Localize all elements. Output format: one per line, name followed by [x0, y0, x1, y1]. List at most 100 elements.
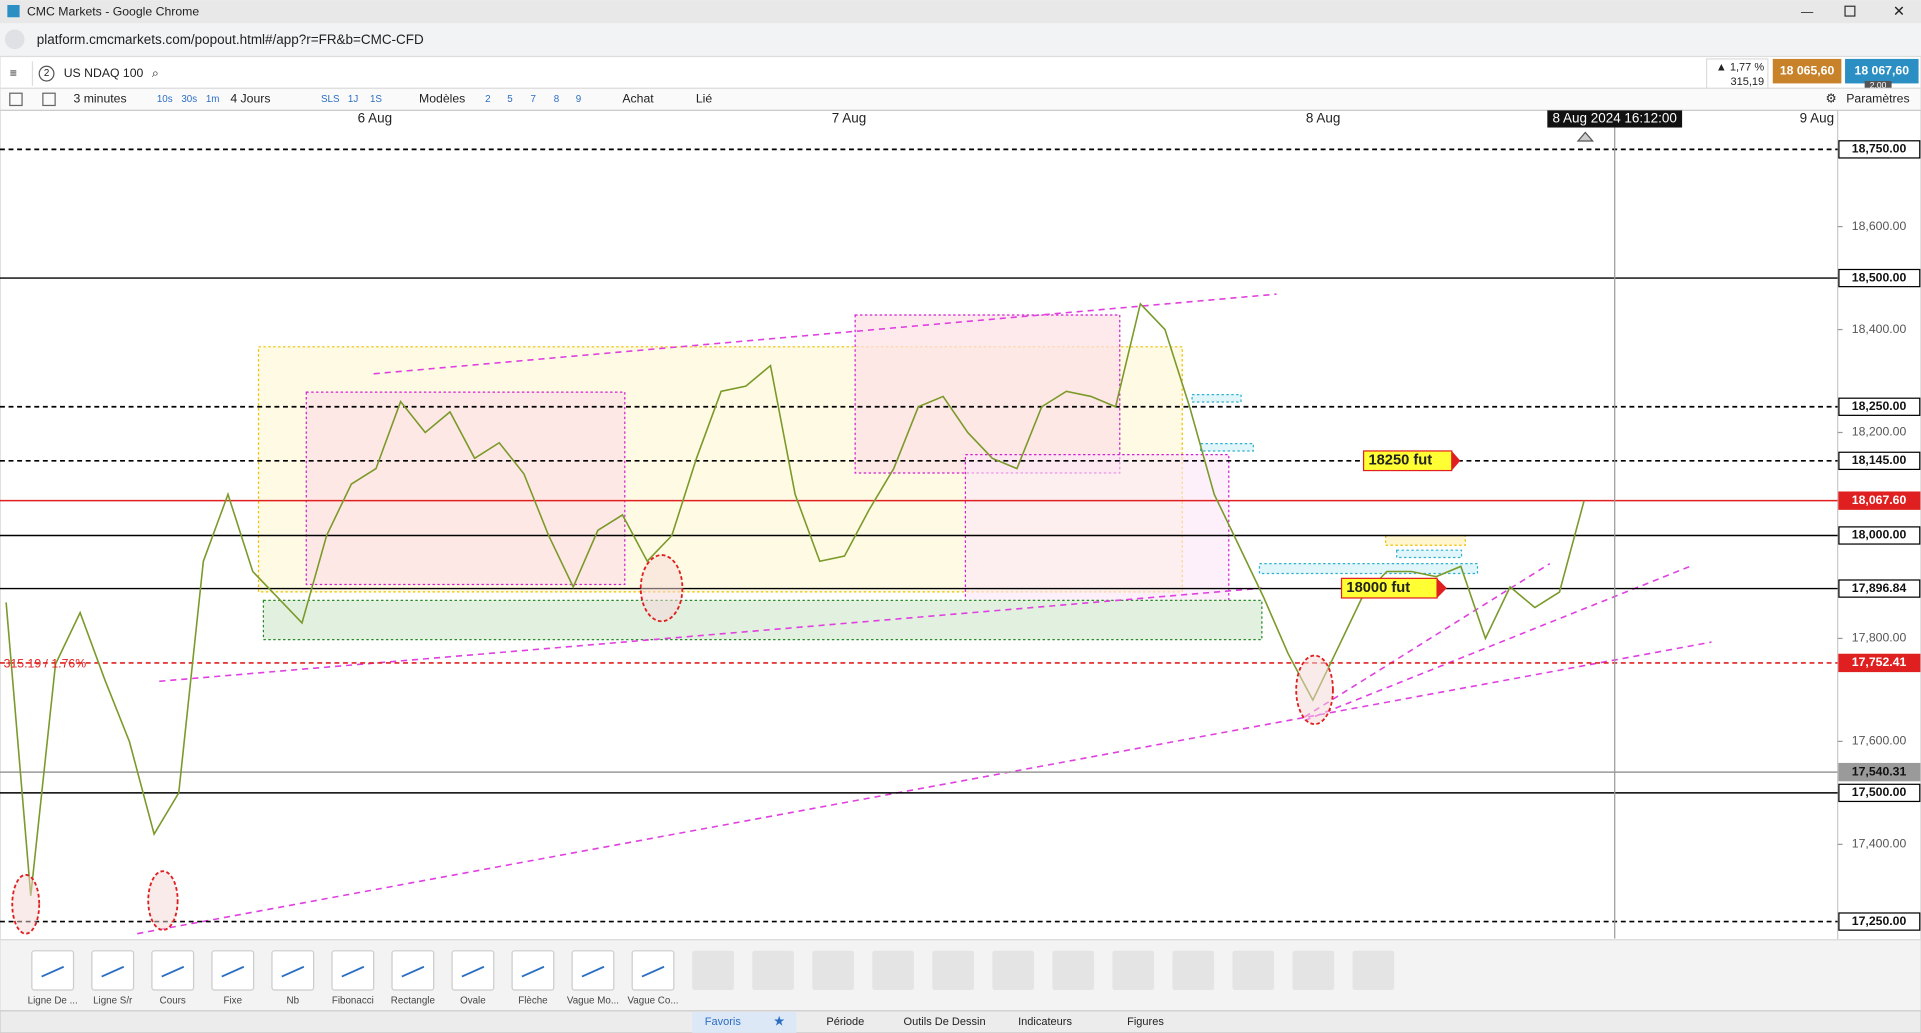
toolbar-item[interactable]: 30s [181, 94, 197, 105]
ellipse [147, 870, 179, 931]
tool-button[interactable] [211, 950, 255, 991]
toolbar-item[interactable]: 1J [348, 94, 358, 105]
instrument-name[interactable]: US NDAQ 100 [64, 66, 144, 80]
tool-slot [1292, 950, 1335, 991]
address-bar [0, 23, 1921, 57]
level-label-box [1838, 451, 1921, 471]
tab[interactable]: Indicateurs [1018, 1016, 1072, 1028]
tool-icon [161, 965, 185, 978]
trend-line [1304, 562, 1551, 718]
tool-label[interactable]: Fixe [224, 996, 243, 1007]
toolbar-item[interactable]: 7 [530, 94, 535, 105]
grid-icon[interactable] [42, 92, 56, 107]
tool-label[interactable]: Vague Mo... [567, 996, 619, 1007]
levels: 18,600.00 18,400.00 18,200.00 17,800.00 17,6… [0, 140, 1921, 931]
toolbar-item[interactable]: 4 Jours [230, 92, 270, 106]
tool-icon [461, 965, 485, 978]
tool-button[interactable] [391, 950, 435, 991]
trend-line [373, 293, 1277, 375]
buy-price[interactable]: 18 067,60 [1855, 63, 1910, 77]
app-icon [7, 5, 20, 18]
crosshair-box [1547, 110, 1683, 128]
y-tick-label: 18,600.00 [1852, 219, 1907, 233]
toolbar-item[interactable]: 1S [370, 94, 382, 105]
menu-icon[interactable]: ≡ [10, 66, 17, 80]
tool-label[interactable]: Cours [160, 996, 186, 1007]
buy-button[interactable] [1845, 58, 1919, 84]
tool-button[interactable] [331, 950, 375, 991]
site-info[interactable] [4, 29, 25, 50]
tool-slot [992, 950, 1035, 991]
close[interactable]: ✕ [1893, 4, 1905, 20]
level-label: 17,896.84 [1852, 581, 1907, 595]
tool-button[interactable] [31, 950, 75, 991]
instrument-bar [0, 55, 1921, 89]
drawings [137, 293, 1712, 935]
settings-icon[interactable]: ⚙ [1825, 92, 1836, 106]
tool-label[interactable]: Fibonacci [332, 996, 374, 1007]
toolbar-item[interactable]: 2 [485, 94, 490, 105]
tool-icon [41, 965, 65, 978]
tool-label[interactable]: Rectangle [391, 996, 436, 1007]
settings[interactable]: Paramètres [1846, 92, 1909, 106]
ellipse [11, 873, 41, 935]
spread-box [1864, 80, 1892, 91]
tool-button[interactable] [451, 950, 495, 991]
toolbar-item[interactable]: Achat [622, 92, 654, 106]
tool-label[interactable]: Ovale [460, 996, 486, 1007]
tool-label[interactable]: Ligne De ... [28, 996, 78, 1007]
level-label: 18,500.00 [1852, 270, 1907, 284]
layout-icon[interactable] [9, 92, 23, 107]
tool-button[interactable] [151, 950, 195, 991]
toolbar-item[interactable]: Modèles [419, 92, 465, 106]
tool-slot [1232, 950, 1275, 991]
level-label-box [1838, 526, 1921, 545]
url[interactable]: platform.cmcmarkets.com/popout.html#/app… [37, 32, 424, 47]
minimize[interactable]: — [1801, 5, 1814, 19]
x-tick-label: 8 Aug [1306, 111, 1340, 126]
tool-label[interactable]: Nb [287, 996, 300, 1007]
y-tick-label: 17,600.00 [1852, 734, 1907, 748]
maximize[interactable] [1844, 5, 1856, 17]
tool-label[interactable]: Ligne S/r [93, 996, 133, 1007]
toolbar-item[interactable]: 1m [206, 94, 220, 105]
toolbar-item[interactable]: 3 minutes [74, 92, 127, 106]
tab[interactable]: Outils De Dessin [904, 1016, 986, 1028]
toolbar-item[interactable]: 8 [554, 94, 560, 105]
tool-button[interactable] [511, 950, 555, 991]
toolbar-item[interactable]: Lié [696, 92, 713, 106]
tool-button[interactable] [571, 950, 615, 991]
toolbar-item[interactable]: 10s [157, 94, 173, 105]
annotation: 18250 fut [1368, 453, 1432, 469]
x-tick-label: 6 Aug [358, 111, 392, 126]
tool-label[interactable]: Vague Co... [627, 996, 678, 1007]
change: 315,19 [1730, 76, 1764, 88]
zone-green [262, 599, 1263, 641]
zone-cyan [1191, 393, 1242, 403]
annotation: 315.19 / 1.76% [4, 656, 87, 670]
tab[interactable]: Période [826, 1016, 864, 1028]
y-tick-label: 18,200.00 [1852, 425, 1907, 439]
trend-line [159, 587, 1262, 683]
tool-button[interactable] [91, 950, 135, 991]
change-pct: ▲ 1,77 % [1716, 61, 1764, 73]
tool-label[interactable]: Flèche [518, 996, 548, 1007]
toolbar-item[interactable]: SLS [321, 94, 340, 105]
tool-slot [1052, 950, 1095, 991]
zone-cyan [1396, 549, 1463, 559]
search-icon[interactable]: ⌕ [152, 66, 159, 80]
tool-button[interactable] [631, 950, 675, 991]
drawing-tools: Ligne De ... Ligne S/r Cours Fixe Nb Fibonacc… [28, 950, 1395, 1007]
toolbar-item[interactable]: 5 [507, 94, 513, 105]
x-tick-label: 9 Aug [1800, 111, 1834, 126]
sell-price[interactable]: 18 065,60 [1780, 63, 1835, 77]
ellipse [1295, 654, 1334, 726]
tab[interactable]: Figures [1127, 1016, 1164, 1028]
tab[interactable]: Favoris [705, 1016, 742, 1028]
crosshair-label: 8 Aug 2024 16:12:00 [1553, 111, 1677, 126]
tool-icon [101, 965, 125, 978]
level-label-box [1838, 762, 1921, 782]
toolbar-item[interactable]: 9 [576, 94, 581, 105]
sell-button[interactable] [1772, 58, 1842, 84]
tool-button[interactable] [271, 950, 315, 991]
